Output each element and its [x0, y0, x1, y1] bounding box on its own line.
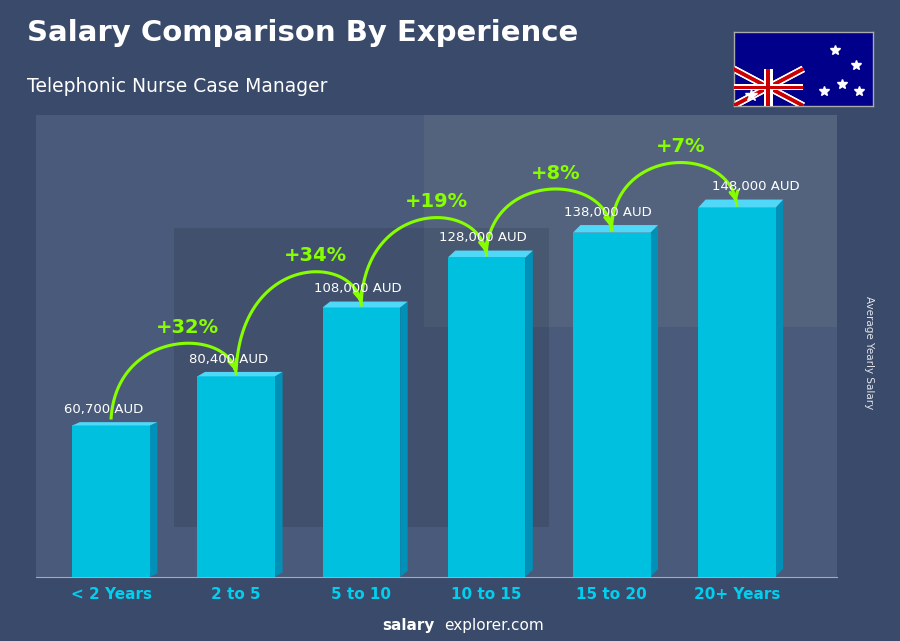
Polygon shape [448, 251, 533, 258]
Text: 138,000 AUD: 138,000 AUD [564, 206, 652, 219]
Text: Salary Comparison By Experience: Salary Comparison By Experience [27, 19, 578, 47]
Bar [197, 376, 275, 577]
Text: salary: salary [382, 619, 435, 633]
Text: +32%: +32% [157, 318, 220, 337]
Text: 108,000 AUD: 108,000 AUD [314, 282, 401, 296]
Polygon shape [150, 422, 158, 577]
Text: +7%: +7% [656, 137, 706, 156]
Text: 148,000 AUD: 148,000 AUD [712, 180, 799, 194]
Bar [766, 69, 770, 106]
Bar [448, 258, 526, 577]
Polygon shape [526, 251, 533, 577]
Bar [72, 426, 150, 577]
Bar [322, 308, 400, 577]
Text: Average Yearly Salary: Average Yearly Salary [863, 296, 874, 409]
Text: 128,000 AUD: 128,000 AUD [439, 231, 526, 244]
Text: 80,400 AUD: 80,400 AUD [189, 353, 268, 365]
Polygon shape [197, 372, 283, 376]
Text: Telephonic Nurse Case Manager: Telephonic Nurse Case Manager [27, 77, 328, 96]
Bar [174, 228, 549, 527]
Text: +34%: +34% [284, 247, 347, 265]
Polygon shape [400, 301, 408, 577]
Polygon shape [651, 225, 658, 577]
Polygon shape [776, 199, 783, 577]
Bar [734, 85, 803, 90]
Polygon shape [275, 372, 283, 577]
Bar [764, 69, 772, 106]
Text: 60,700 AUD: 60,700 AUD [64, 403, 143, 416]
Bar [698, 208, 776, 577]
Bar [734, 86, 803, 89]
Polygon shape [72, 422, 158, 426]
Text: +19%: +19% [405, 192, 468, 212]
Polygon shape [698, 199, 783, 208]
Polygon shape [573, 225, 658, 233]
Text: explorer.com: explorer.com [444, 619, 544, 633]
Text: +8%: +8% [531, 163, 580, 183]
Bar [424, 0, 900, 328]
Polygon shape [322, 301, 408, 308]
Bar [573, 233, 651, 577]
